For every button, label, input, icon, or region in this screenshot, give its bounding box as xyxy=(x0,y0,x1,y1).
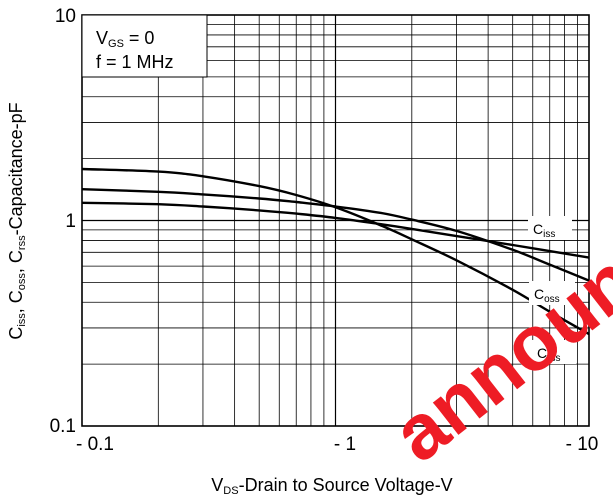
x-tick-label-0.1: - 0.1 xyxy=(76,434,114,455)
series-line-coss xyxy=(81,188,590,282)
y-axis-label: Ciss, Coss, Crss-Capacitance-pF xyxy=(6,102,28,339)
condition-vgs: VGS = 0 xyxy=(96,28,154,50)
x-axis-label: VDS-Drain to Source Voltage-V xyxy=(211,475,452,497)
x-tick-label-10: - 10 xyxy=(566,434,599,455)
y-tick-label-10: 10 xyxy=(55,6,76,27)
plot-frame xyxy=(81,14,590,427)
series-label-crss: Crss xyxy=(532,340,576,364)
svg-text:Coss: Coss xyxy=(534,286,560,305)
series-curves xyxy=(81,167,590,336)
y-tick-label-1: 1 xyxy=(65,211,76,232)
svg-text:Crss: Crss xyxy=(537,345,560,364)
y-tick-label-0.1: 0.1 xyxy=(50,416,76,437)
condition-frequency: f = 1 MHz xyxy=(96,52,174,72)
conditions-box xyxy=(81,14,208,78)
series-label-ciss: Ciss xyxy=(528,216,572,240)
series-line-ciss xyxy=(81,201,590,259)
series-line-crss xyxy=(81,167,590,336)
svg-text:Ciss: Ciss xyxy=(533,221,555,240)
x-tick-label-1: - 1 xyxy=(334,434,356,455)
series-label-coss: Coss xyxy=(529,281,575,305)
